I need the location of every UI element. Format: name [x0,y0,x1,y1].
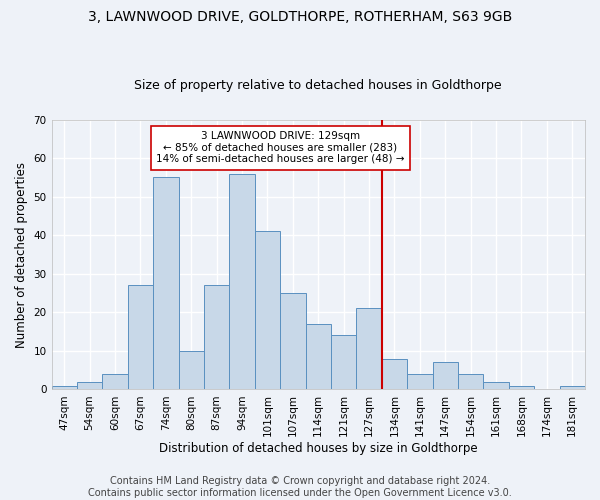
Bar [407,374,433,390]
Bar [484,382,509,390]
X-axis label: Distribution of detached houses by size in Goldthorpe: Distribution of detached houses by size … [159,442,478,455]
Y-axis label: Number of detached properties: Number of detached properties [15,162,28,348]
Bar [229,174,255,390]
Bar [458,374,484,390]
Bar [204,286,229,390]
Title: Size of property relative to detached houses in Goldthorpe: Size of property relative to detached ho… [134,79,502,92]
Bar [509,386,534,390]
Bar [305,324,331,390]
Bar [382,358,407,390]
Bar [433,362,458,390]
Bar [77,382,103,390]
Bar [128,286,153,390]
Bar [356,308,382,390]
Bar [153,178,179,390]
Bar [331,336,356,390]
Bar [255,232,280,390]
Text: Contains HM Land Registry data © Crown copyright and database right 2024.
Contai: Contains HM Land Registry data © Crown c… [88,476,512,498]
Text: 3, LAWNWOOD DRIVE, GOLDTHORPE, ROTHERHAM, S63 9GB: 3, LAWNWOOD DRIVE, GOLDTHORPE, ROTHERHAM… [88,10,512,24]
Bar [179,351,204,390]
Bar [280,293,305,390]
Bar [52,386,77,390]
Bar [560,386,585,390]
Text: 3 LAWNWOOD DRIVE: 129sqm
← 85% of detached houses are smaller (283)
14% of semi-: 3 LAWNWOOD DRIVE: 129sqm ← 85% of detach… [156,131,404,164]
Bar [103,374,128,390]
